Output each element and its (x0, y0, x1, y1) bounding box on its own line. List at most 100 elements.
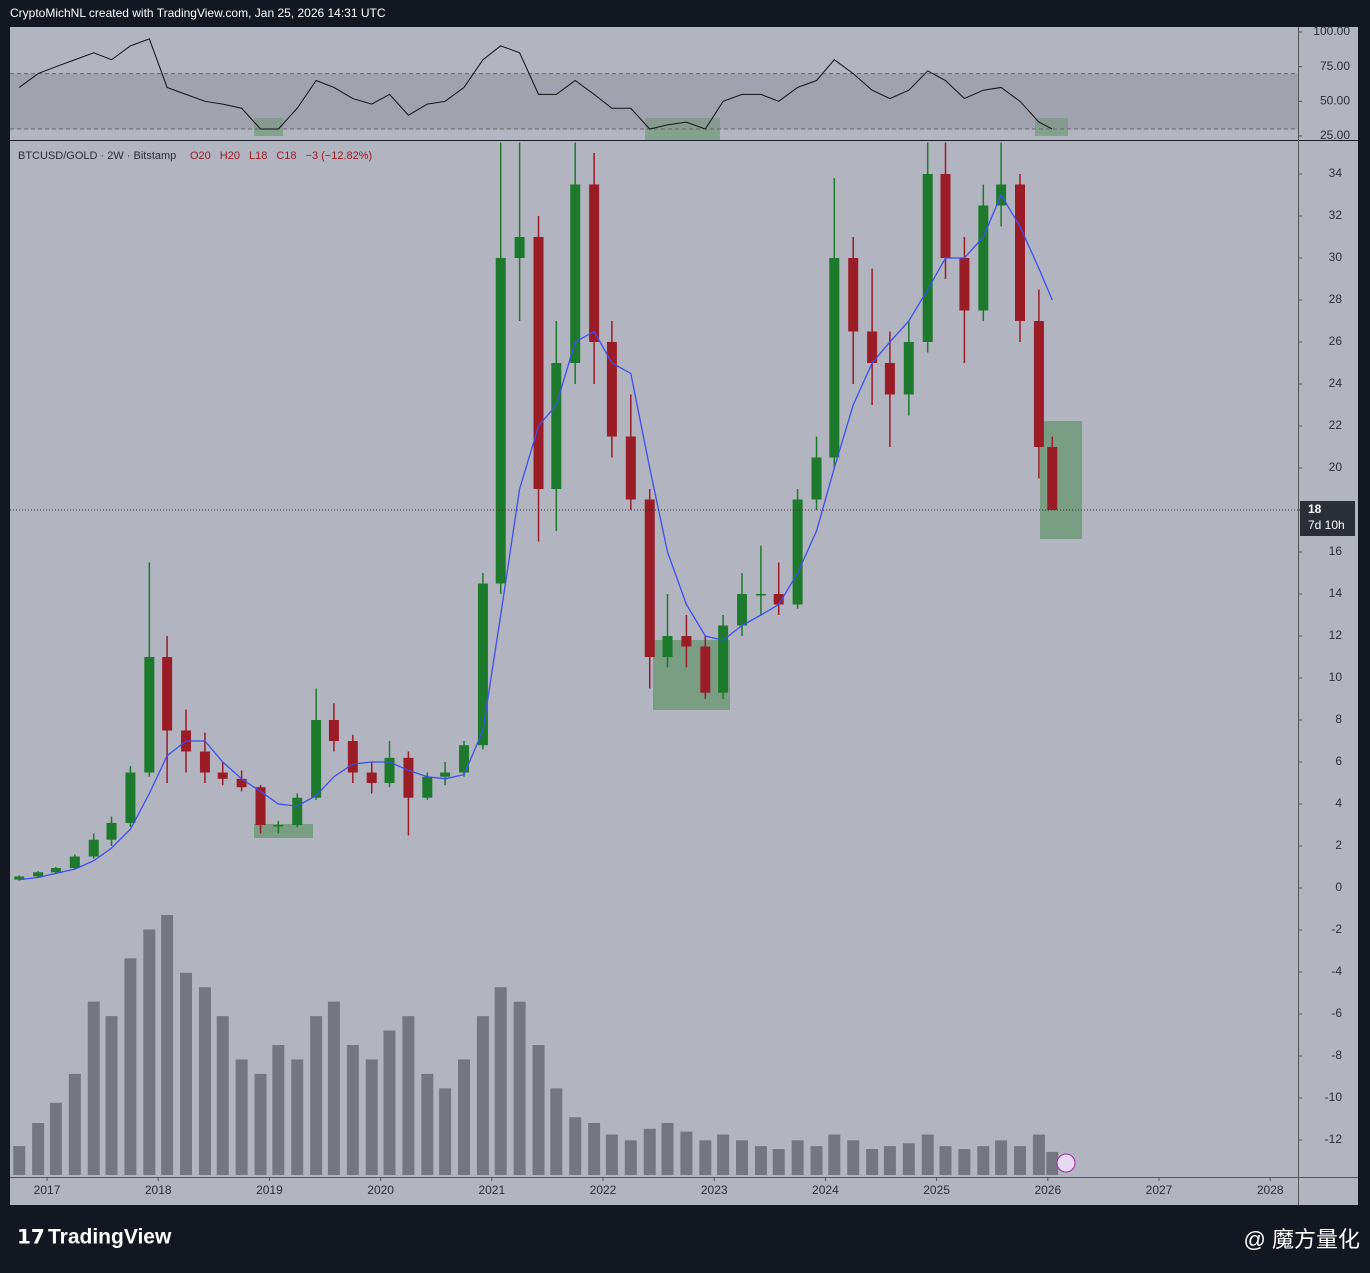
candle-body (700, 646, 711, 693)
volume-bar (958, 1149, 971, 1175)
y-tick-label: 12 (1329, 628, 1343, 642)
candle-body (328, 720, 339, 742)
volume-bar (699, 1140, 712, 1175)
candle-body (14, 876, 25, 880)
volume-bar (1014, 1146, 1027, 1175)
volume-bar (439, 1088, 452, 1175)
volume-bar (180, 972, 193, 1175)
volume-bar (346, 1045, 359, 1175)
volume-bar (161, 915, 174, 1175)
volume-bar (995, 1140, 1008, 1175)
candle-body (217, 772, 228, 779)
candle-body (144, 657, 155, 773)
candle-body (606, 341, 617, 437)
candle-body (625, 436, 636, 500)
volume-bar (291, 1059, 304, 1175)
volume-bar (327, 1001, 340, 1175)
candle-body (199, 751, 210, 773)
volume-bar (569, 1117, 582, 1175)
legend-value: O20 (190, 150, 211, 162)
y-tick-label: 22 (1329, 418, 1343, 432)
main-pane (13, 142, 1082, 1175)
axes: -12-10-8-6-4-202468101214161820222426283… (10, 24, 1355, 1197)
volume-bar (643, 1128, 656, 1175)
volume-bar (550, 1088, 563, 1175)
volume-bar (87, 1001, 100, 1175)
candle-body (440, 772, 451, 777)
volume-bar (736, 1140, 749, 1175)
candle-body (366, 772, 377, 784)
y-tick-label: -2 (1331, 922, 1342, 936)
legend-value: L18 (249, 150, 267, 162)
logo-mark: 𝟭𝟳 (17, 1226, 45, 1248)
y-tick-label: -6 (1331, 1006, 1342, 1020)
y-tick-label: 8 (1335, 712, 1342, 726)
y-tick-label: 100.00 (1313, 24, 1350, 38)
candle-body (922, 173, 933, 342)
volume-bar (883, 1146, 896, 1175)
icon[interactable] (1056, 1153, 1076, 1173)
y-tick-label: 75.00 (1320, 59, 1350, 73)
volume-bar (458, 1059, 471, 1175)
candle-body (829, 257, 840, 458)
volume-bar (661, 1123, 674, 1175)
watermark: @ 魔方量化 (1244, 1227, 1360, 1252)
candle-body (533, 236, 544, 489)
y-tick-label: 6 (1335, 754, 1342, 768)
candle-body (884, 362, 895, 395)
y-tick-label: 2 (1335, 838, 1342, 852)
candle-body (903, 341, 914, 395)
volume-bar (310, 1016, 323, 1175)
volume-bar (143, 929, 156, 1175)
y-tick-label: -12 (1325, 1132, 1343, 1146)
volume-bar (1046, 1151, 1059, 1175)
rsi-pane (10, 38, 1298, 140)
y-tick-label: 25.00 (1320, 128, 1350, 142)
volume-bar (605, 1134, 618, 1175)
moving-average (19, 193, 1053, 881)
rsi-band (10, 73, 1298, 130)
y-tick-label: 30 (1329, 250, 1343, 264)
x-tick-label: 2018 (145, 1183, 172, 1197)
volume-bar (939, 1146, 952, 1175)
y-tick-label: 10 (1329, 670, 1343, 684)
x-tick-label: 2017 (34, 1183, 61, 1197)
candle-body (1033, 320, 1044, 447)
volume-bar (105, 1016, 118, 1175)
y-tick-label: 14 (1329, 586, 1343, 600)
volume-bar (402, 1016, 415, 1175)
x-tick-label: 2024 (812, 1183, 839, 1197)
x-tick-label: 2027 (1146, 1183, 1173, 1197)
volume-bar (365, 1059, 378, 1175)
candle-body (88, 839, 99, 857)
candle-body (959, 257, 970, 311)
candle-body (50, 868, 61, 873)
y-tick-label: 50.00 (1320, 93, 1350, 107)
y-tick-label: -4 (1331, 964, 1342, 978)
candle-body (255, 787, 266, 826)
volume-bar (624, 1140, 637, 1175)
volume-bar (772, 1149, 785, 1175)
volume-bar (532, 1045, 545, 1175)
candle-body (737, 594, 748, 626)
x-tick-label: 2020 (367, 1183, 394, 1197)
candle-body (792, 499, 803, 605)
y-tick-label: -8 (1331, 1048, 1342, 1062)
candle-body (681, 636, 692, 647)
legend-value: −3 (−12.82%) (306, 150, 373, 162)
candle-body (773, 594, 784, 605)
candle-body (292, 797, 303, 826)
candle-body (477, 583, 488, 746)
candle-body (125, 772, 136, 823)
candle-body (589, 184, 600, 342)
y-tick-label: 32 (1329, 208, 1343, 222)
highlight (254, 824, 313, 838)
volume-bar (68, 1073, 81, 1175)
x-tick-label: 2022 (590, 1183, 617, 1197)
y-tick-label: 20 (1329, 460, 1343, 474)
y-tick-label: 16 (1329, 544, 1343, 558)
y-tick-label: 34 (1329, 166, 1343, 180)
y-tick-label: 26 (1329, 334, 1343, 348)
candle-body (1047, 446, 1058, 510)
